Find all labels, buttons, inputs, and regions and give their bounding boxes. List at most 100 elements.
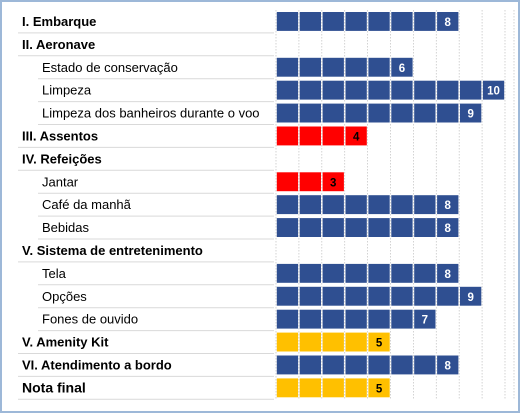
item-label: Tela	[42, 266, 67, 281]
bar-segment	[368, 195, 390, 215]
data-label: 5	[376, 383, 383, 395]
bar	[276, 286, 482, 306]
bar-segment	[368, 263, 390, 283]
bar	[276, 57, 413, 77]
bar-segment	[414, 263, 436, 283]
bar-segment	[345, 195, 367, 215]
bar-segment	[345, 378, 367, 398]
bar-segment	[276, 80, 299, 100]
bar-segment	[368, 103, 390, 123]
bar-segment	[322, 12, 344, 31]
bar	[276, 309, 436, 329]
bar-segment	[276, 309, 299, 329]
item-label: Limpeza	[42, 83, 92, 98]
bar-segment	[345, 126, 367, 146]
bar-segment	[391, 80, 413, 100]
section-label: Nota final	[22, 379, 86, 395]
bar-segment	[322, 80, 344, 100]
data-label: 6	[399, 63, 405, 75]
bar-segment	[299, 12, 321, 31]
bar-segment	[414, 355, 436, 375]
bar-segment	[368, 286, 390, 306]
bar-segment	[368, 355, 390, 375]
bar-segment	[437, 12, 459, 31]
bar-segment	[299, 57, 321, 77]
bar-segment	[460, 286, 482, 306]
section-label: V. Amenity Kit	[22, 335, 109, 350]
bar	[276, 263, 459, 283]
item-label: Opções	[42, 289, 87, 304]
bar-segment	[299, 332, 321, 352]
bar-segment	[276, 195, 299, 215]
bar-segment	[299, 263, 321, 283]
bar-segment	[276, 218, 299, 237]
data-label: 3	[330, 177, 336, 189]
bar-segment	[276, 103, 299, 123]
data-label: 8	[445, 200, 452, 212]
bar-segment	[345, 80, 367, 100]
item-label: Jantar	[42, 174, 79, 189]
data-label: 8	[445, 360, 452, 372]
bar-segment	[322, 355, 344, 375]
data-label: 8	[445, 17, 452, 29]
item-label: Bebidas	[42, 220, 89, 235]
bar-segment	[345, 309, 367, 329]
bar-segment	[322, 218, 344, 237]
bar-segment	[414, 309, 436, 329]
bar-segment	[414, 103, 436, 123]
section-label: II. Aeronave	[22, 37, 95, 52]
bar-segment	[414, 80, 436, 100]
data-label: 4	[353, 131, 360, 143]
data-label: 10	[487, 86, 500, 98]
bar-segment	[482, 80, 505, 100]
bar-segment	[322, 195, 344, 215]
bar-segment	[276, 12, 299, 31]
bar-segment	[276, 286, 299, 306]
bar-segment	[437, 80, 459, 100]
bar	[276, 103, 482, 123]
bar-segment	[322, 57, 344, 77]
bar-segment	[414, 195, 436, 215]
bar-segment	[345, 218, 367, 237]
bar-segment	[299, 309, 321, 329]
bar-segment	[437, 195, 459, 215]
bar-segment	[437, 263, 459, 283]
bar-segment	[322, 172, 344, 192]
bar-segment	[460, 80, 482, 100]
item-label: Fones de ouvido	[42, 312, 138, 327]
bar	[276, 355, 459, 375]
item-label: Café da manhã	[42, 197, 132, 212]
bar-segment	[299, 80, 321, 100]
bar	[276, 80, 505, 100]
bar	[276, 195, 459, 215]
bar-segment	[414, 286, 436, 306]
bar-segment	[345, 103, 367, 123]
grid-lines	[275, 10, 515, 400]
bar-segment	[276, 332, 299, 352]
bar-segment	[368, 12, 390, 31]
bar-segment	[276, 57, 299, 77]
section-label: III. Assentos	[22, 128, 98, 143]
bar-segment	[276, 378, 299, 398]
data-label: 9	[467, 292, 473, 304]
bar-segment	[299, 355, 321, 375]
bar-segment	[345, 286, 367, 306]
bar	[276, 172, 344, 192]
bar-segment	[437, 286, 459, 306]
data-label: 5	[376, 338, 383, 350]
bar-segment	[299, 195, 321, 215]
bar-segment	[391, 103, 413, 123]
bar-segment	[299, 218, 321, 237]
data-label: 7	[422, 315, 428, 327]
data-label: 8	[445, 223, 452, 235]
bar-segment	[368, 378, 390, 398]
bar	[276, 378, 390, 398]
item-label: Limpeza dos banheiros durante o voo	[42, 106, 260, 121]
bar-segment	[322, 332, 344, 352]
bar-segment	[460, 103, 482, 123]
bar-segment	[391, 309, 413, 329]
bar-segment	[368, 309, 390, 329]
data-label: 9	[467, 109, 473, 121]
bar-segment	[345, 355, 367, 375]
